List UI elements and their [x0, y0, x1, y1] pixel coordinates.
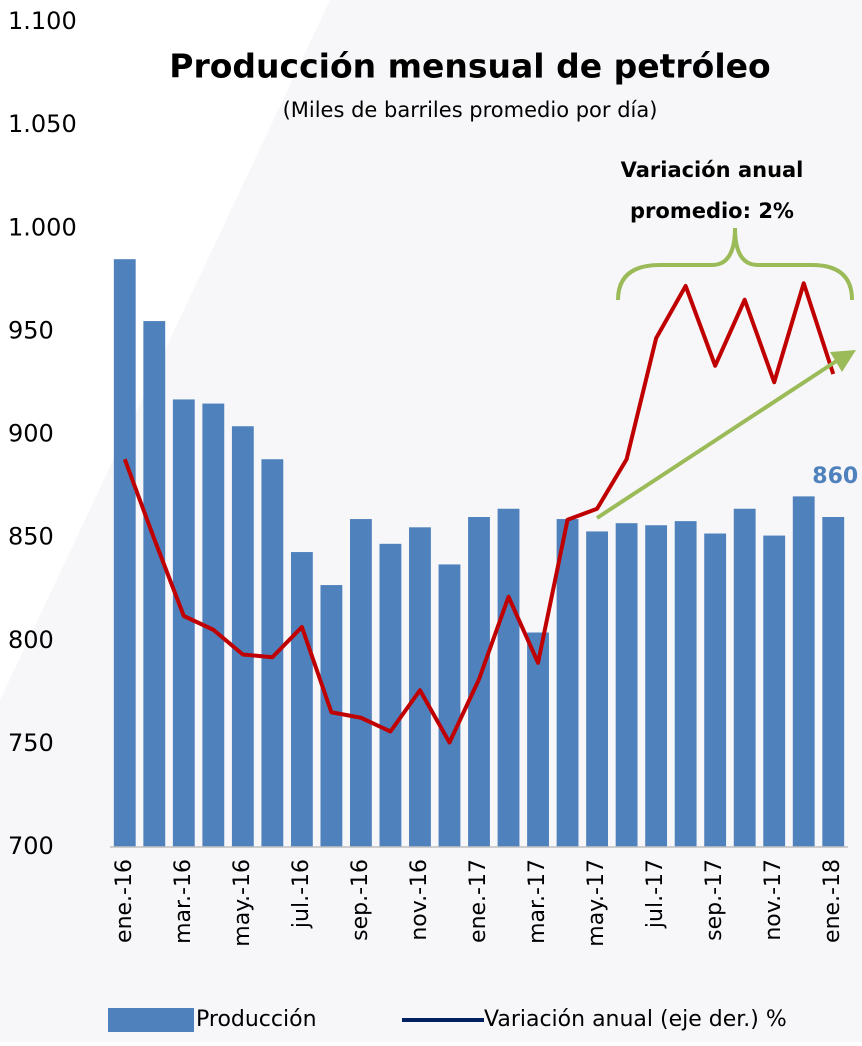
bar — [527, 632, 549, 847]
y-tick-label: 1.050 — [8, 110, 77, 138]
y-tick-label: 750 — [8, 729, 54, 757]
y-tick-label: 950 — [8, 316, 54, 344]
bar — [615, 523, 638, 847]
bar — [172, 399, 195, 847]
bar — [143, 321, 166, 847]
x-tick-label: nov.-16 — [407, 859, 432, 941]
bar — [792, 496, 815, 847]
bar — [645, 525, 668, 847]
x-tick-label: may.-17 — [584, 859, 609, 947]
y-tick-label: 850 — [8, 523, 54, 551]
x-tick-label: nov.-17 — [761, 859, 786, 941]
x-tick-label: ene.-17 — [466, 859, 491, 943]
bar — [438, 564, 461, 847]
bar — [349, 519, 372, 847]
x-tick-label: sep.-17 — [702, 859, 727, 941]
legend-swatch — [108, 1008, 194, 1032]
bar — [763, 535, 786, 847]
bar — [409, 527, 431, 847]
bar — [674, 521, 697, 847]
y-tick-label: 1.100 — [8, 7, 77, 35]
line — [122, 281, 836, 745]
bar — [822, 517, 845, 847]
x-tick-label: sep.-16 — [348, 859, 373, 941]
bar — [379, 543, 402, 847]
y-tick-label: 900 — [8, 420, 54, 448]
bar — [586, 531, 609, 847]
annotation: Variación anual — [621, 158, 804, 182]
trend-arrow — [595, 358, 840, 520]
x-tick-label: mar.-16 — [171, 859, 196, 944]
x-tick-label: ene.-18 — [820, 859, 845, 943]
bar — [704, 533, 727, 847]
x-tick-label: jul.-17 — [643, 859, 668, 929]
y-tick-label: 800 — [8, 626, 54, 654]
legend-label: Variación anual (eje der.) % — [484, 1007, 787, 1032]
brace — [616, 227, 854, 301]
bar — [733, 508, 756, 847]
bar — [556, 519, 579, 847]
bar — [320, 585, 343, 847]
y-tick-label: 1.000 — [8, 213, 77, 241]
bar — [113, 259, 136, 847]
bar — [497, 508, 520, 847]
x-tick-label: jul.-16 — [289, 859, 314, 929]
chart-subtitle: (Miles de barriles promedio por día) — [283, 98, 658, 122]
bar — [202, 403, 225, 847]
bar — [231, 426, 254, 847]
y-tick-label: 700 — [8, 832, 54, 860]
bar — [290, 552, 313, 847]
arrow-head — [830, 350, 856, 372]
chart-title: Producción mensual de petróleo — [169, 47, 770, 86]
annotation: promedio: 2% — [630, 199, 794, 223]
x-tick-label: may.-16 — [230, 859, 255, 947]
data-label: 860 — [812, 464, 858, 489]
x-tick-label: ene.-16 — [112, 859, 137, 943]
x-tick-label: mar.-17 — [525, 859, 550, 944]
legend-label: Producción — [196, 1007, 317, 1032]
bar — [261, 459, 284, 847]
